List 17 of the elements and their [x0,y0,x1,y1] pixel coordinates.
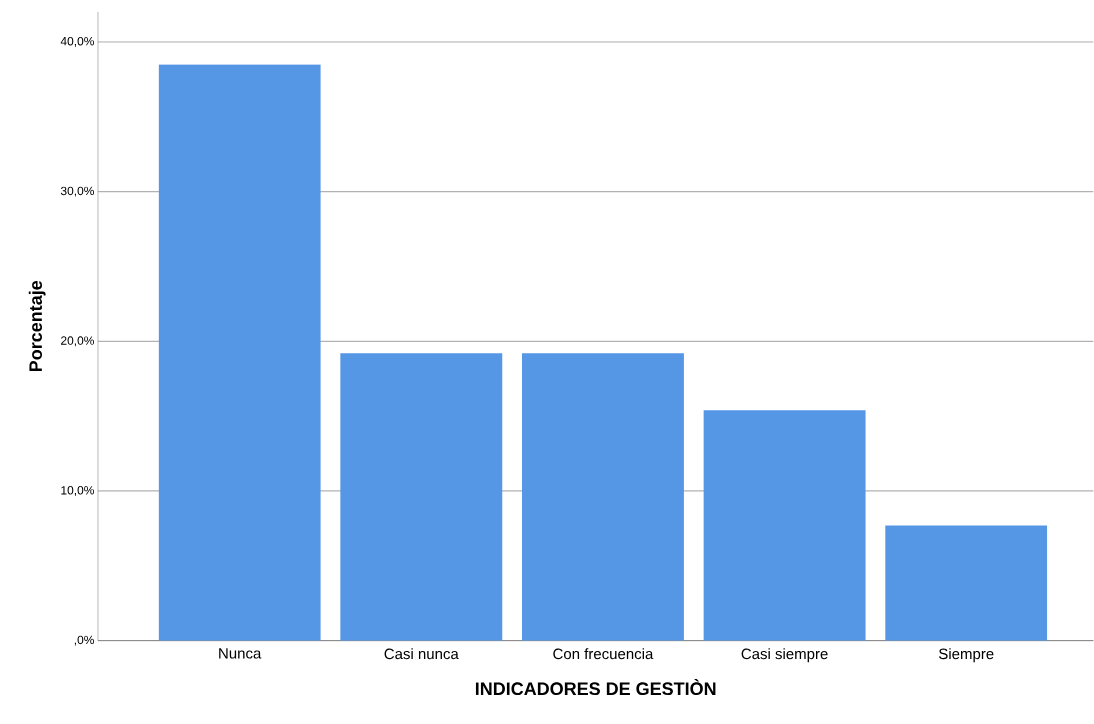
bar [885,525,1048,641]
x-tick-label: Casi siempre [741,648,828,663]
bar [158,64,321,641]
y-tick-label: 40,0% [60,37,94,48]
x-tick-label: Con frecuencia [553,648,654,660]
y-tick-label: 10,0% [61,486,94,497]
y-axis-title: Porcentaje [28,281,46,372]
bar [703,410,866,641]
x-tick-label: Nunca [219,648,262,659]
y-tick-label: 20,0% [61,336,94,347]
x-tick-label: Siempre [939,648,994,663]
y-tick-label: ,0% [74,635,94,646]
bar [340,353,503,641]
x-axis-title: INDICADORES DE GESTIÒN [475,679,716,696]
y-tick-label: 30,0% [60,186,94,197]
x-tick-label: Casi nunca [384,648,459,660]
bar [521,353,684,641]
